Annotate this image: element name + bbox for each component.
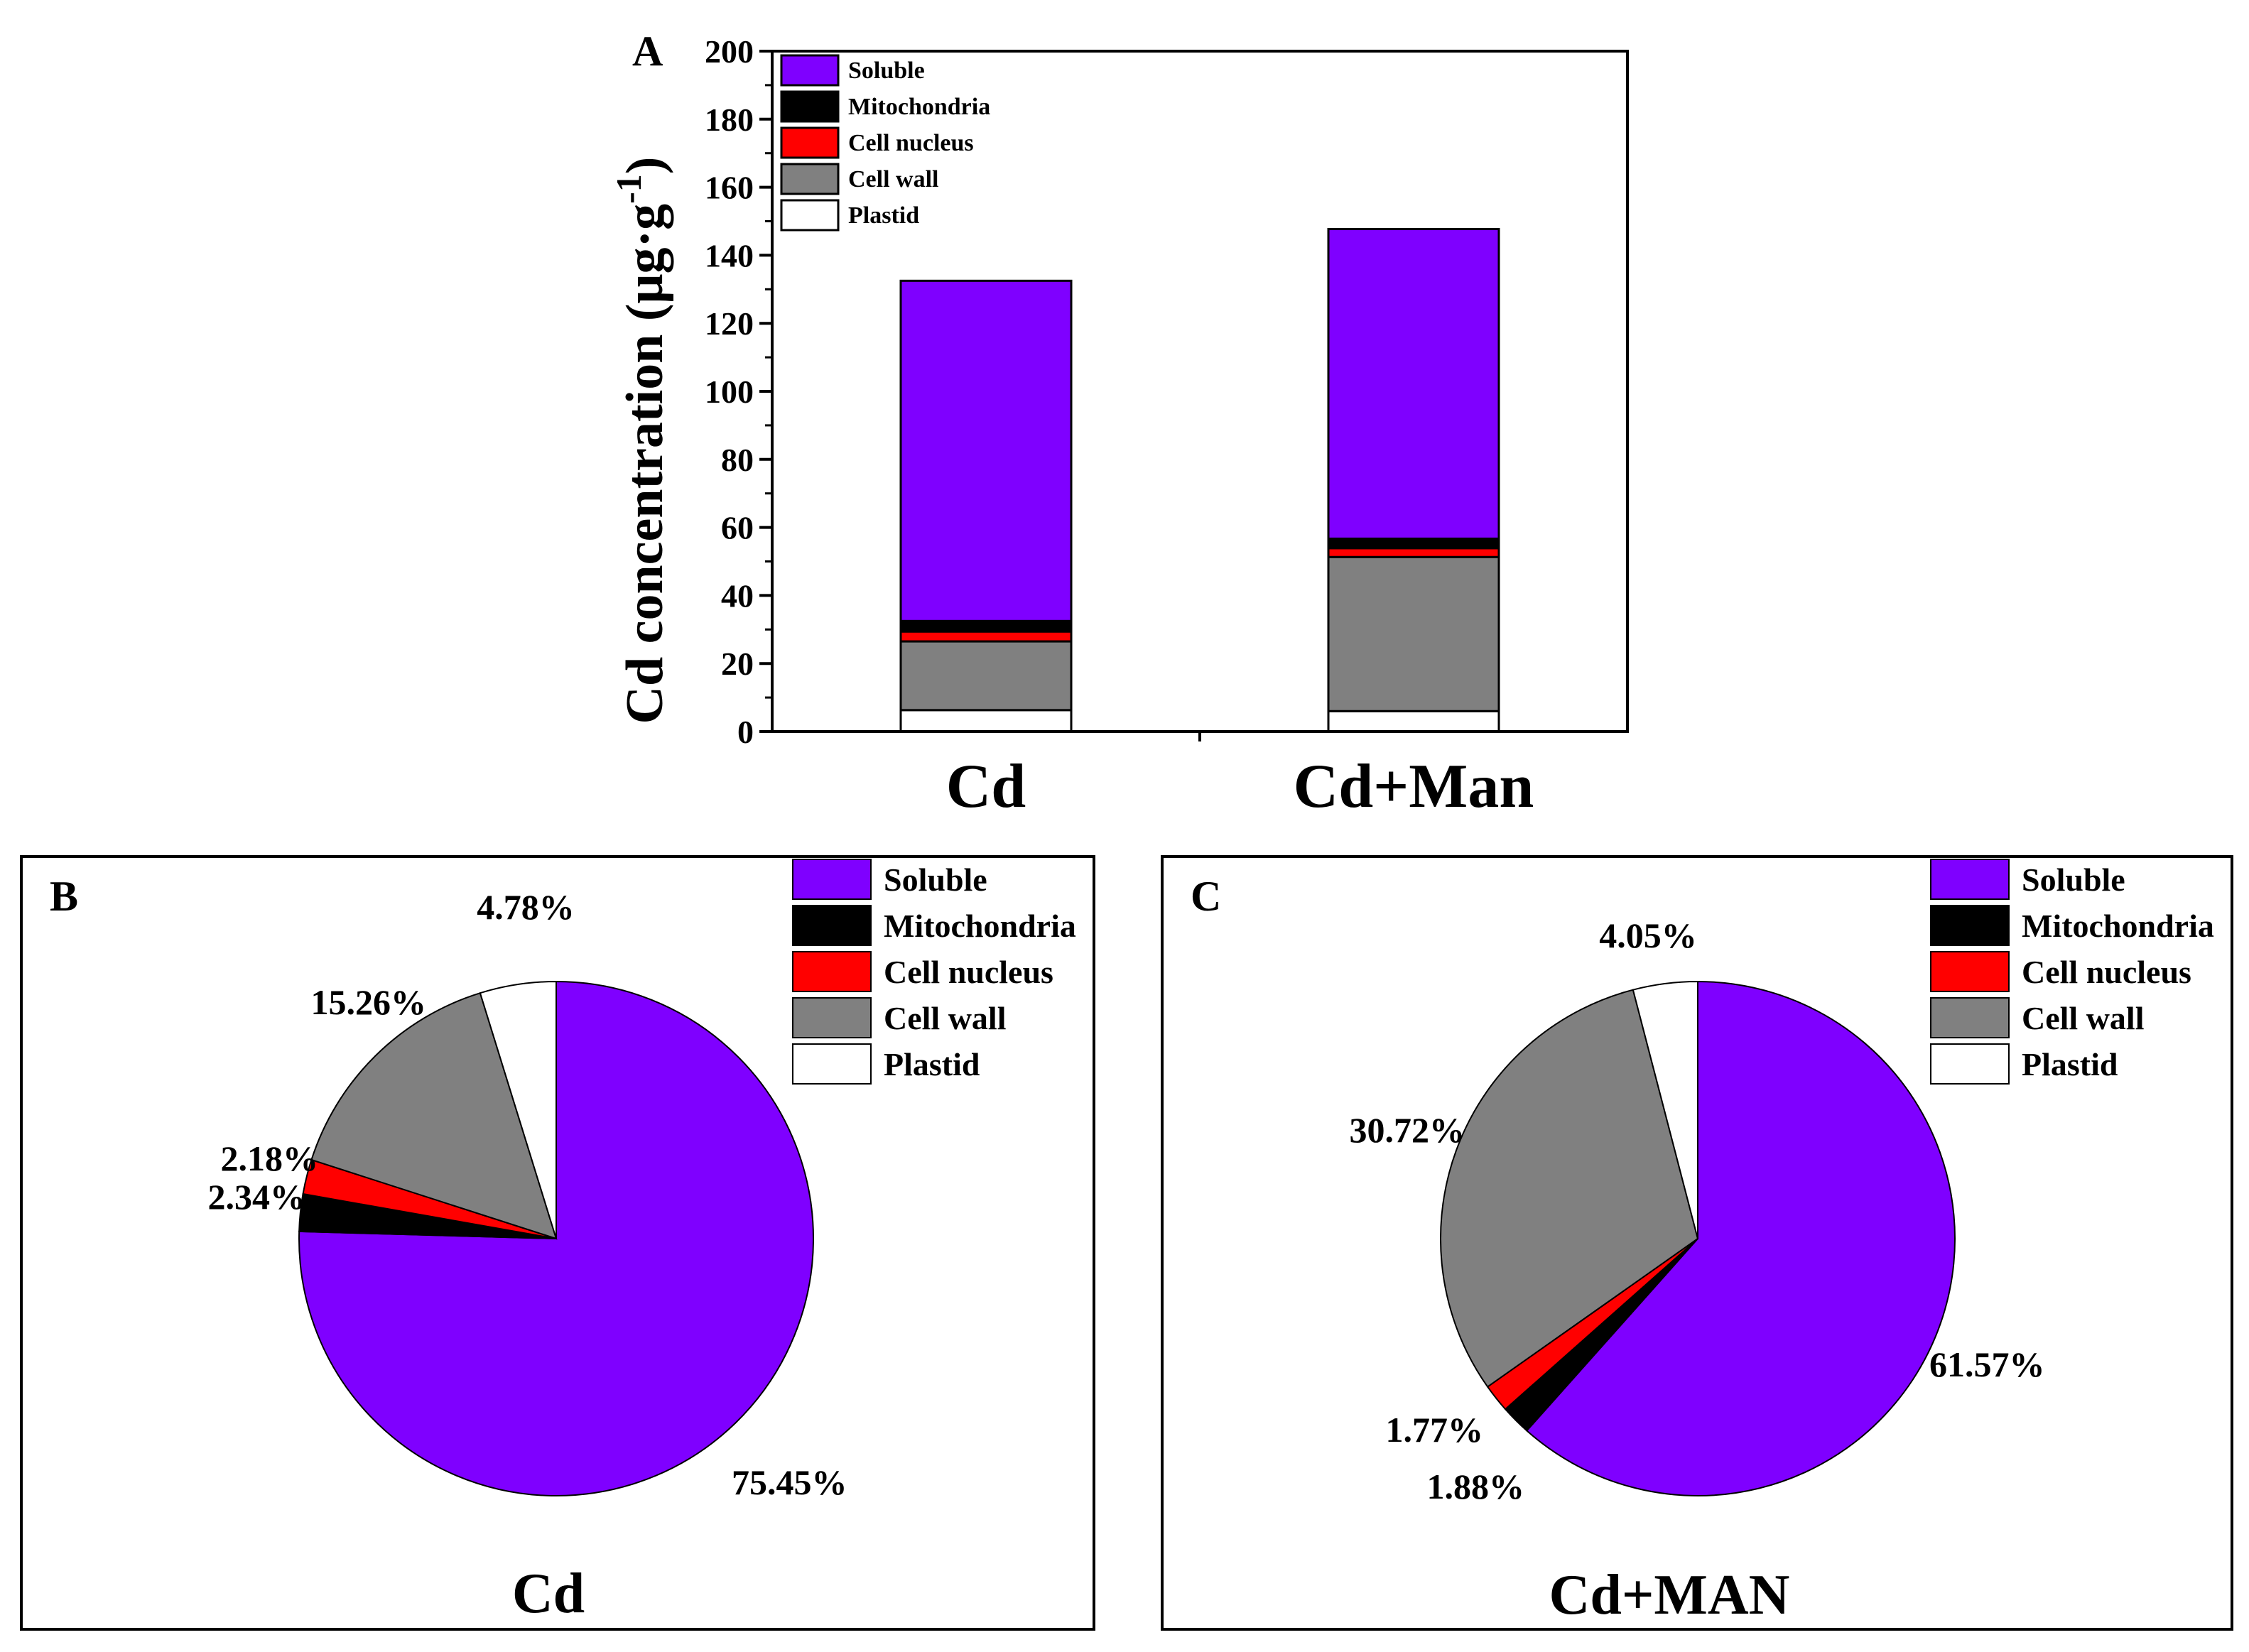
legend-swatch-plastid xyxy=(792,1043,872,1085)
bar-cd-mitochondria xyxy=(899,619,1073,633)
legend-label-cell-nucleus: Cell nucleus xyxy=(2022,954,2191,990)
y-tick-label: 40 xyxy=(721,577,754,614)
pie-data-label-soluble: 61.57% xyxy=(1929,1344,2045,1384)
pie-slice-cell-wall xyxy=(1440,989,1699,1388)
legend-swatch-cell-wall xyxy=(780,163,840,195)
legend-label-cell-nucleus: Cell nucleus xyxy=(884,954,1053,990)
pie-cd: 75.45% 2.34%2.18% 15.26% 4.78% xyxy=(208,887,847,1502)
legend-swatch-plastid xyxy=(780,199,840,232)
legend-label-mitochondria: Mitochondria xyxy=(2022,908,2214,944)
pie-data-label-mitochondria: 1.88% xyxy=(1427,1467,1525,1506)
legend-c: Soluble Mitochondria Cell nucleus Cell wall… xyxy=(1930,859,2214,1085)
pie-data-label-mitochondria: 2.34% xyxy=(208,1177,306,1217)
legend-swatch-cell-nucleus xyxy=(792,951,872,992)
legend-b: Soluble Mitochondria Cell nucleus Cell wall… xyxy=(792,859,1076,1085)
pie-title-cd: Cd xyxy=(512,1563,585,1625)
legend-label-plastid: Plastid xyxy=(884,1046,980,1082)
pie-slice-cell-wall xyxy=(310,991,558,1240)
panel-a: A Cd concentration (μg·g-1) 0 20 40 60 80 100… xyxy=(609,28,1629,821)
panel-b-label: B xyxy=(50,873,78,920)
y-tick-label: 160 xyxy=(705,170,754,206)
pie-data-label-cell-wall: 30.72% xyxy=(1350,1110,1465,1150)
legend-swatch-mitochondria xyxy=(780,90,840,123)
legend-swatch-mitochondria xyxy=(1930,905,2010,946)
y-tick-label: 120 xyxy=(705,305,754,342)
legend-label-soluble: Soluble xyxy=(848,58,925,84)
legend-label-soluble: Soluble xyxy=(884,862,987,898)
panel-c: C 61.57% 1.88% 1.77% 30.72% 4.05% Soluble Mit… xyxy=(1161,855,2233,1631)
y-tick-label: 0 xyxy=(737,714,754,750)
bar-cd-man-soluble xyxy=(1327,228,1500,540)
bar-cd-man-cell-nucleus xyxy=(1327,547,1500,558)
panel-c-frame xyxy=(1161,855,2233,1631)
bar-cd-man-plastid xyxy=(1327,710,1500,733)
legend-label-cell-nucleus: Cell nucleus xyxy=(848,130,974,156)
legend-swatch-cell-wall xyxy=(792,997,872,1038)
pie-cd-man: 61.57% 1.88% 1.77% 30.72% 4.05% xyxy=(1350,915,2045,1506)
bar-cd-plastid xyxy=(899,709,1073,733)
pie-data-label-cell-nucleus: 1.77% xyxy=(1386,1410,1484,1450)
bar-cd-cell-nucleus xyxy=(899,630,1073,643)
pie-data-label-plastid: 4.78% xyxy=(477,887,575,927)
legend-swatch-soluble xyxy=(780,54,840,87)
y-tick-label: 180 xyxy=(705,102,754,138)
y-tick-label: 80 xyxy=(721,442,754,478)
pie-data-label-plastid: 4.05% xyxy=(1599,915,1697,955)
legend-label-cell-wall: Cell wall xyxy=(848,166,938,192)
legend-swatch-cell-wall xyxy=(1930,997,2010,1038)
x-axis-labels: Cd Cd+Man xyxy=(946,752,1534,821)
pie-title-cd-man: Cd+MAN xyxy=(1549,1564,1790,1626)
bar-cd-man-cell-wall xyxy=(1327,555,1500,712)
x-category-label: Cd+Man xyxy=(1294,752,1534,821)
pie-data-label-cell-nucleus: 2.18% xyxy=(221,1139,319,1178)
panel-b: B 75.45% 2.34%2.18% 15.26% 4.78% Soluble Mit… xyxy=(20,855,1095,1631)
plot-frame xyxy=(771,50,1629,733)
pie-slice-plastid xyxy=(479,980,557,1239)
x-category-label: Cd xyxy=(946,752,1026,821)
y-tick-label: 100 xyxy=(705,374,754,410)
legend-swatch-soluble xyxy=(792,859,872,900)
legend-label-cell-wall: Cell wall xyxy=(884,1000,1006,1036)
y-tick-label: 200 xyxy=(705,33,754,70)
legend-swatch-cell-nucleus xyxy=(1930,951,2010,992)
legend-label-mitochondria: Mitochondria xyxy=(848,94,990,120)
pie-slice-plastid xyxy=(1632,980,1698,1239)
legend-label-plastid: Plastid xyxy=(2022,1046,2118,1082)
legend-swatch-plastid xyxy=(1930,1043,2010,1085)
bar-stacks xyxy=(899,228,1500,741)
panel-b-frame xyxy=(20,855,1095,1631)
pie-data-label-soluble: 75.45% xyxy=(732,1462,847,1502)
legend-label-mitochondria: Mitochondria xyxy=(884,908,1076,944)
y-axis-ticks: 0 20 40 60 80 100 120 140 160 180 200 xyxy=(705,33,772,750)
legend-label-cell-wall: Cell wall xyxy=(2022,1000,2144,1036)
bar-cd-man-mitochondria xyxy=(1327,537,1500,550)
legend-swatch-cell-nucleus xyxy=(780,126,840,159)
legend-label-plastid: Plastid xyxy=(848,202,919,229)
bar-cd-cell-wall xyxy=(899,640,1073,712)
pie-data-label-cell-wall: 15.26% xyxy=(311,982,427,1022)
panel-a-label: A xyxy=(632,28,663,75)
y-tick-label: 20 xyxy=(721,646,754,682)
bar-cd-soluble xyxy=(899,279,1073,622)
legend-a: Soluble Mitochondria Cell nucleus Cell wall… xyxy=(780,54,990,232)
legend-label-soluble: Soluble xyxy=(2022,862,2125,898)
y-tick-label: 60 xyxy=(721,510,754,546)
panel-c-label: C xyxy=(1191,873,1221,920)
legend-swatch-mitochondria xyxy=(792,905,872,946)
y-axis-title: Cd concentration (μg·g-1) xyxy=(609,157,674,724)
y-tick-label: 140 xyxy=(705,237,754,273)
pie-slice-soluble xyxy=(1525,980,1956,1496)
legend-swatch-soluble xyxy=(1930,859,2010,900)
